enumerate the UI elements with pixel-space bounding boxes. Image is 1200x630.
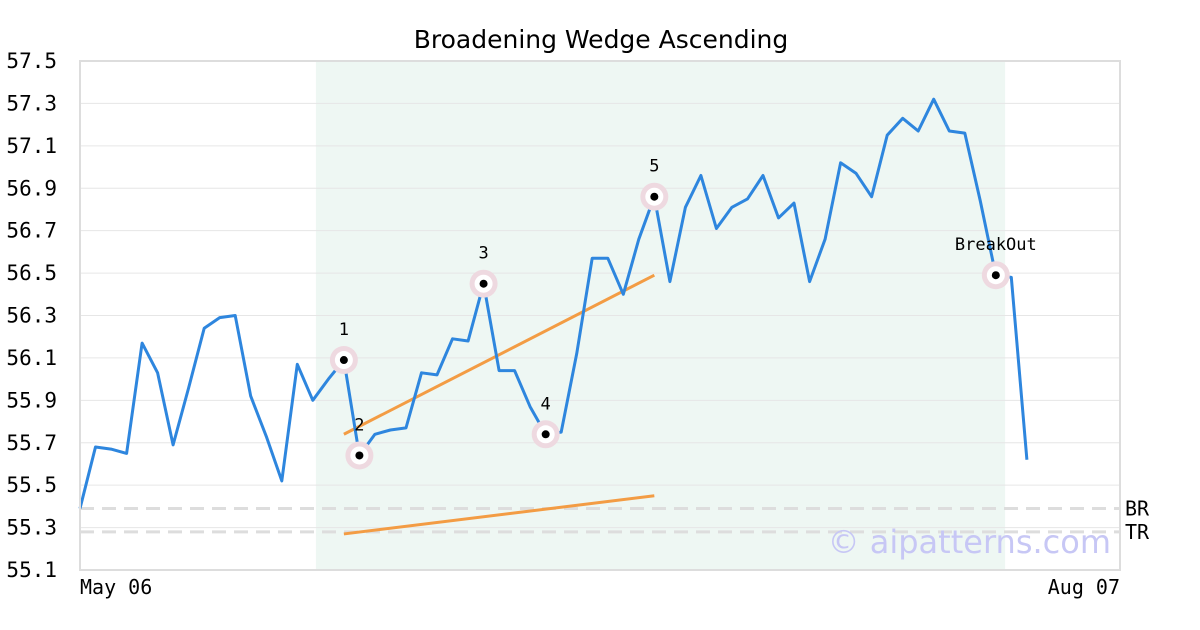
x-tick-label: Aug 07 [1048,575,1120,599]
y-tick-label: 56.3 [6,304,57,328]
pivot-label: 5 [649,157,659,177]
lower-trendline [343,494,655,536]
pivot-label: 4 [541,394,551,414]
plot-frame [79,60,1121,571]
x-tick-label: May 06 [80,575,152,599]
y-tick-label: 56.1 [6,346,57,370]
reference-label-br: BR [1125,496,1150,520]
reference-label-tr: TR [1125,520,1150,544]
y-tick-label: 56.5 [6,261,57,285]
y-tick-label: 56.9 [6,176,57,200]
upper-trendline [343,273,656,436]
pivot-label: 1 [339,320,349,340]
y-tick-label: 56.7 [6,219,57,243]
chart-title: Broadening Wedge Ascending [414,25,789,54]
y-tick-label: 57.1 [6,134,57,158]
pivot-label: 3 [478,244,488,264]
pivot-point-4 [541,430,550,439]
y-tick-label: 55.3 [6,516,57,540]
y-tick-label: 57.5 [6,49,57,73]
watermark: © aipatterns.com [828,523,1111,561]
pivot-point-2 [355,451,364,460]
pivot-point-5 [650,192,659,201]
y-tick-label: 55.9 [6,388,57,412]
pivot-label: BreakOut [955,235,1037,255]
pivot-label: 2 [354,415,364,435]
y-tick-label: 55.7 [6,431,57,455]
y-tick-label: 57.3 [6,91,57,115]
y-tick-label: 55.5 [6,473,57,497]
pivot-point-3 [479,279,488,288]
pivot-point-breakout [991,271,1000,280]
pivot-point-1 [339,356,348,365]
y-tick-label: 55.1 [6,558,57,582]
